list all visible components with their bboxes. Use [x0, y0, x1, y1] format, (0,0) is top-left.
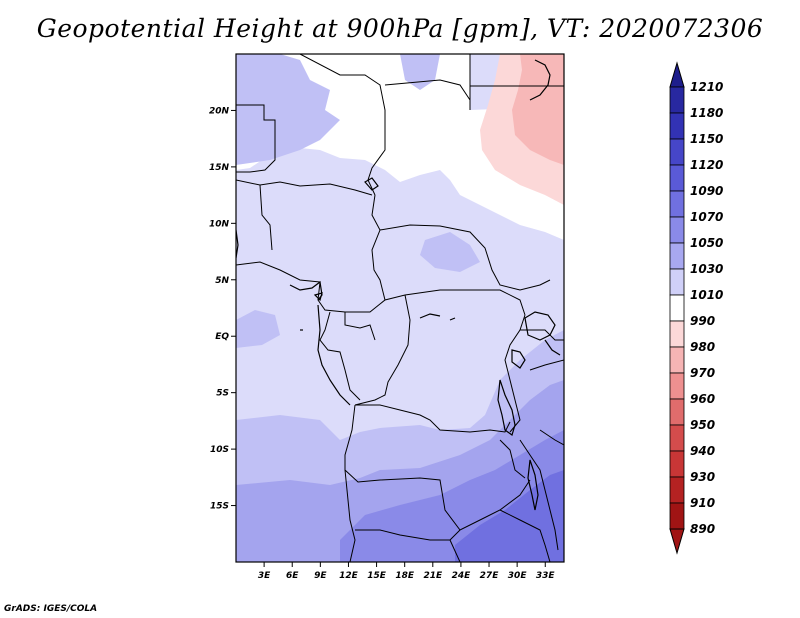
colorbar-swatch — [669, 138, 685, 166]
colorbar-swatch — [669, 112, 685, 140]
colorbar-level-label: 950 — [690, 418, 715, 432]
colorbar-swatch — [669, 86, 685, 114]
map-frame — [235, 53, 565, 563]
colorbar-level-label: 960 — [690, 392, 715, 406]
colorbar-bottom-arrow — [669, 528, 685, 555]
colorbar-level-label: 1050 — [690, 236, 723, 250]
colorbar-level-label: 1120 — [690, 158, 723, 172]
colorbar-level-label: 890 — [690, 522, 715, 536]
colorbar-swatch — [669, 450, 685, 478]
colorbar-level-label: 990 — [690, 314, 715, 328]
colorbar-swatch — [669, 346, 685, 374]
x-tick-label: 15E — [367, 571, 387, 581]
colorbar-swatch — [669, 502, 685, 530]
colorbar-top-arrow — [669, 61, 685, 88]
y-axis-ticks: 20N 15N 10N 5N EQ 5S 10S 15S — [209, 106, 236, 512]
x-tick-label: 27E — [480, 571, 500, 581]
colorbar-level-label: 1210 — [690, 80, 723, 94]
colorbar-swatch — [669, 242, 685, 270]
colorbar-level-label: 1090 — [690, 184, 723, 198]
colorbar-level-label: 910 — [690, 496, 715, 510]
y-tick-label: 15N — [209, 163, 230, 173]
field-shading — [236, 54, 564, 562]
grads-credit: GrADS: IGES/COLA — [4, 604, 98, 614]
y-tick-label: EQ — [215, 332, 229, 342]
y-tick-label: 15S — [210, 502, 229, 512]
colorbar-swatch — [669, 398, 685, 426]
field-1030-west-patch — [236, 310, 280, 348]
colorbar-level-label: 1070 — [690, 210, 723, 224]
colorbar-level-label: 930 — [690, 470, 715, 484]
colorbar-swatch — [669, 268, 685, 296]
colorbar-swatch — [669, 190, 685, 218]
x-axis-ticks: 3E 6E 9E 12E 15E 18E 21E 24E 27E 30E 33E — [258, 562, 556, 581]
colorbar-swatch — [669, 320, 685, 348]
x-tick-label: 30E — [508, 571, 528, 581]
colorbar-level-label: 1150 — [690, 132, 723, 146]
colorbar-swatch — [669, 372, 685, 400]
x-tick-label: 12E — [339, 571, 359, 581]
x-tick-label: 3E — [258, 571, 271, 581]
colorbar-level-label: 1030 — [690, 262, 723, 276]
y-tick-label: 10S — [210, 445, 229, 455]
colorbar-swatch — [669, 424, 685, 452]
colorbar-legend: 1210 1180 1150 1120 1090 1070 1050 1030 1010 990 9… — [669, 61, 723, 555]
colorbar-level-label: 940 — [690, 444, 715, 458]
colorbar-swatch — [669, 294, 685, 322]
y-tick-label: 5N — [215, 276, 229, 286]
field-1030-central-patch — [420, 232, 480, 272]
colorbar-level-label: 970 — [690, 366, 715, 380]
colorbar-swatch — [669, 164, 685, 192]
x-tick-label: 24E — [452, 571, 472, 581]
x-tick-label: 21E — [423, 571, 443, 581]
x-tick-label: 6E — [286, 571, 299, 581]
x-tick-label: 9E — [314, 571, 327, 581]
field-970-northeast — [512, 54, 564, 165]
y-tick-label: 10N — [209, 219, 230, 229]
colorbar-swatch — [669, 476, 685, 504]
y-tick-label: 5S — [216, 389, 229, 399]
field-1090-southeast — [455, 470, 564, 562]
colorbar-level-label: 1010 — [690, 288, 723, 302]
field-1030-west — [236, 54, 340, 165]
coastlines-and-lakes — [236, 59, 561, 511]
y-tick-label: 20N — [209, 106, 230, 116]
colorbar-level-label: 980 — [690, 340, 715, 354]
x-tick-label: 33E — [536, 571, 556, 581]
plot-title: Geopotential Height at 900hPa [gpm], VT:… — [36, 14, 764, 43]
colorbar-swatch — [669, 216, 685, 244]
colorbar-level-label: 1180 — [690, 106, 723, 120]
x-tick-label: 18E — [395, 571, 415, 581]
